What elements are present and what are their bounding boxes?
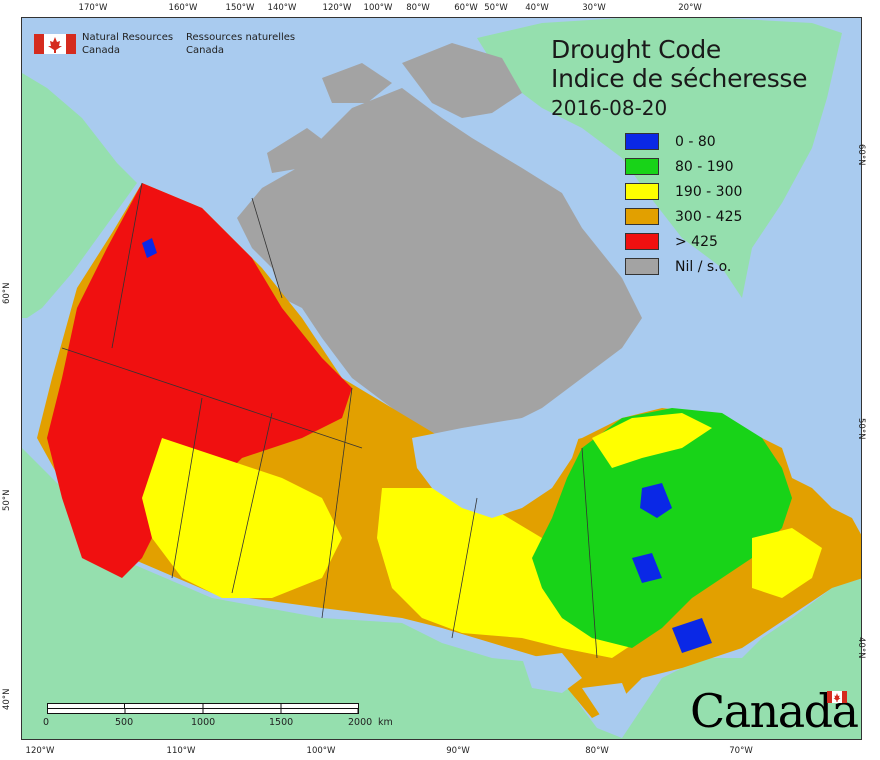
map-date: 2016-08-20 (551, 96, 668, 120)
legend-label: > 425 (675, 234, 718, 250)
scale-tick-label: 0 (43, 717, 50, 728)
tick-top: 150°W (225, 3, 255, 13)
legend-label: 190 - 300 (675, 184, 743, 200)
scale-bar (47, 703, 359, 714)
tick-bottom: 110°W (166, 746, 196, 756)
legend-swatch (625, 183, 659, 200)
canada-flag-icon (34, 34, 76, 54)
tick-bottom: 100°W (306, 746, 336, 756)
red-zone-west (47, 183, 352, 578)
arctic-islands (237, 43, 642, 438)
tick-top: 20°W (678, 3, 702, 13)
tick-top: 30°W (582, 3, 606, 13)
yellow-zone-quebec (592, 413, 822, 598)
legend-item: > 425 (625, 233, 795, 253)
tick-right: 50°N (856, 418, 866, 440)
legend-label: 0 - 80 (675, 134, 716, 150)
map-title-en: Drought Code (551, 35, 721, 64)
agency-en-line1: Natural Resources (82, 32, 174, 43)
greenland-landmass (477, 18, 842, 298)
agency-fr-line1: Ressources naturelles (186, 32, 296, 43)
legend-item: 300 - 425 (625, 208, 795, 228)
tick-left: 60°N (2, 282, 12, 304)
scale-tick-label: 2000 (348, 717, 373, 728)
legend-swatch (625, 258, 659, 275)
agency-fr-line2: Canada (186, 44, 225, 56)
tick-bottom: 120°W (25, 746, 55, 756)
tick-top: 100°W (363, 3, 393, 13)
legend-item: 190 - 300 (625, 183, 795, 203)
tick-top: 140°W (267, 3, 297, 13)
tick-top: 170°W (78, 3, 108, 13)
tick-bottom: 80°W (585, 746, 609, 756)
tick-bottom: 90°W (446, 746, 470, 756)
tick-top: 160°W (168, 3, 198, 13)
tick-bottom: 70°W (729, 746, 753, 756)
tick-left: 50°N (2, 489, 12, 511)
provincial-boundaries (61, 182, 598, 659)
great-lakes (522, 653, 632, 718)
tick-right: 40°N (856, 637, 866, 659)
agency-name-fr: Ressources naturelles Canada (186, 32, 295, 57)
map-title-fr: Indice de sécheresse (551, 64, 808, 93)
tick-top: 60°W (454, 3, 478, 13)
legend-item: Nil / s.o. (625, 258, 795, 278)
legend-swatch (625, 133, 659, 150)
legend-label: Nil / s.o. (675, 259, 732, 275)
scale-tick-label: 1500 (269, 717, 294, 728)
tick-top: 50°W (484, 3, 508, 13)
tick-left: 40°N (2, 688, 12, 710)
legend-item: 0 - 80 (625, 133, 795, 153)
legend-swatch (625, 158, 659, 175)
legend-swatch (625, 208, 659, 225)
hudson-bay (412, 408, 582, 518)
wordmark-flag-icon (827, 691, 847, 703)
legend-label: 80 - 190 (675, 159, 734, 175)
legend-item: 80 - 190 (625, 158, 795, 178)
scale-tick-label: 1000 (191, 717, 216, 728)
legend-label: 300 - 425 (675, 209, 743, 225)
tick-top: 80°W (406, 3, 430, 13)
tick-top: 120°W (322, 3, 352, 13)
legend-swatch (625, 233, 659, 250)
alaska-landmass (22, 73, 137, 318)
scale-tick-label: 500 (115, 717, 134, 728)
green-zone-east (532, 408, 792, 648)
usa-landmass (22, 448, 861, 739)
map-canvas (21, 17, 862, 740)
agency-name-en: Natural Resources Canada (82, 32, 173, 57)
yellow-zone-prairies (142, 438, 642, 658)
tick-top: 40°W (525, 3, 549, 13)
drought-code-map (22, 18, 861, 739)
scale-unit: km (378, 717, 393, 728)
tick-right: 60°N (856, 144, 866, 166)
agency-en-line2: Canada (82, 44, 121, 56)
